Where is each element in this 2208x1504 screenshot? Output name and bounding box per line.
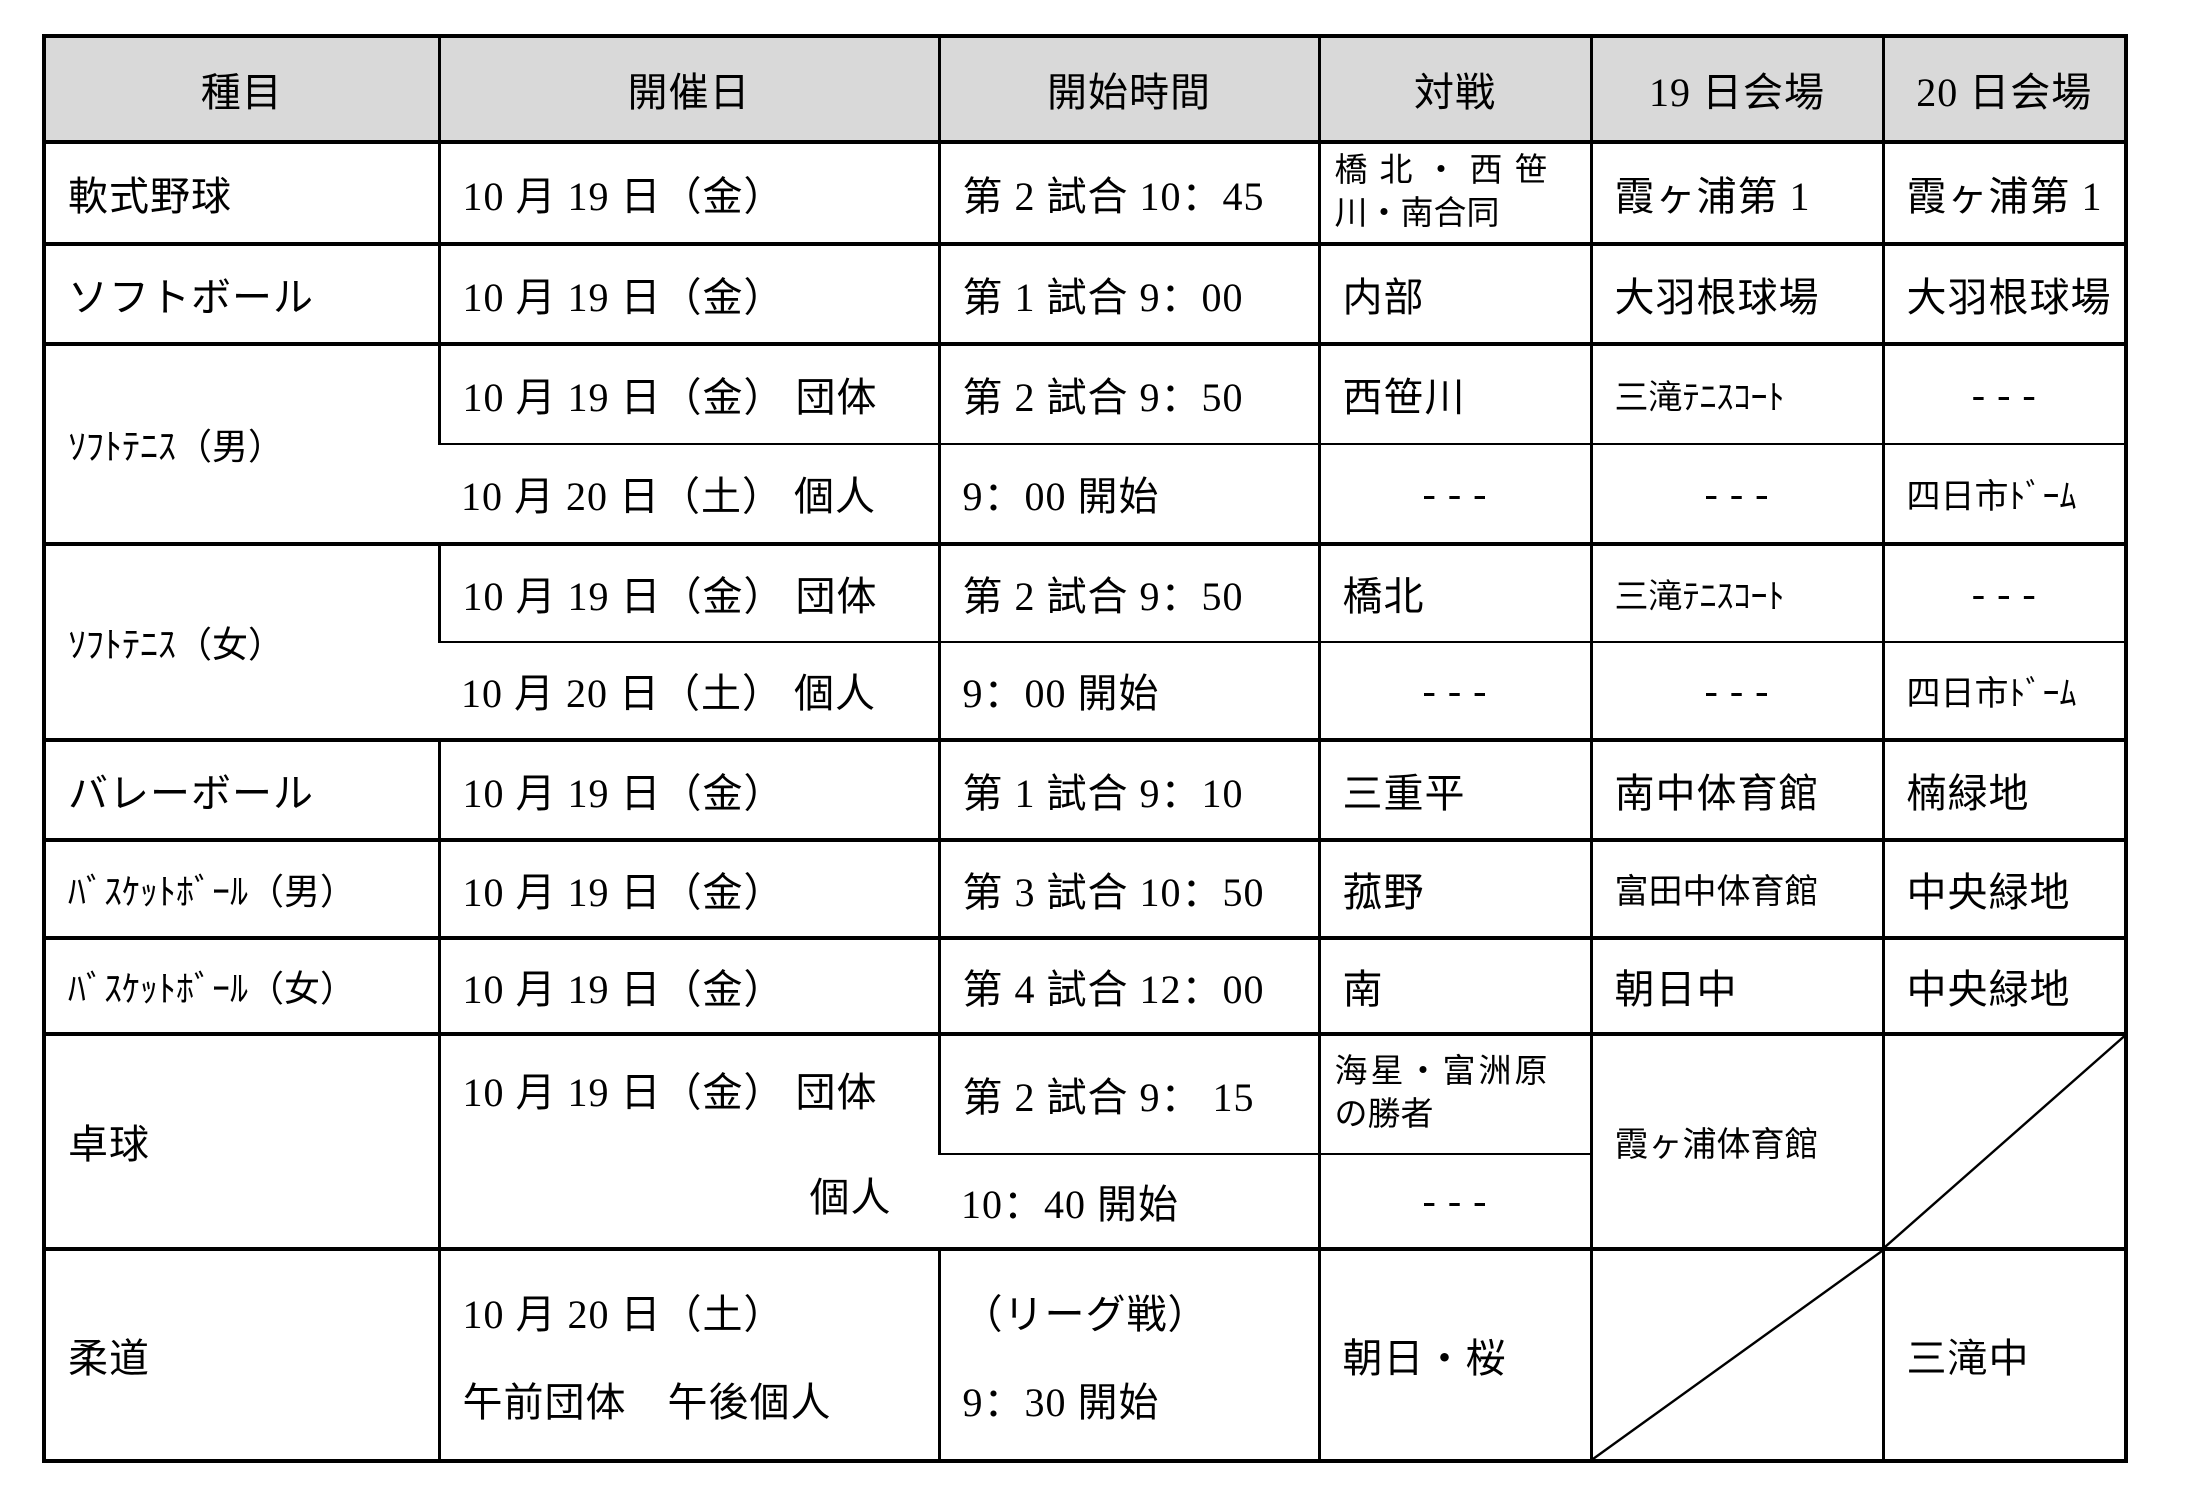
row-judo: 柔道 10 月 20 日（土） 午前団体 午後個人 （リーグ戦） 9：30 開始… bbox=[44, 1246, 2126, 1461]
cell-volleyball-venue20: 楠緑地 bbox=[1881, 737, 2126, 840]
judo-time-line1: （リーグ戦） bbox=[962, 1291, 1209, 1337]
cell-table-tennis-venue20-crossed bbox=[1881, 1031, 2126, 1249]
cell-tennis-women-event: ｿﾌﾄﾃﾆｽ（女） bbox=[44, 541, 439, 740]
cell-judo-event: 柔道 bbox=[44, 1246, 439, 1461]
cell-volleyball-date: 10 月 19 日（金） bbox=[437, 737, 939, 840]
cell-volleyball-event: バレーボール bbox=[44, 737, 439, 840]
cell-softball-venue20: 大羽根球場 bbox=[1881, 241, 2126, 344]
cell-softball-opponent: 内部 bbox=[1317, 241, 1591, 344]
row-tennis-men-singles: 10 月 20 日（土） 個人 9：00 開始 - - - - - - 四日市ﾄ… bbox=[44, 442, 2126, 544]
cell-tennis-women-team-venue19: 三滝ﾃﾆｽｺｰﾄ bbox=[1589, 541, 1883, 642]
cell-basketball-women-venue19: 朝日中 bbox=[1589, 935, 1883, 1034]
cell-volleyball-opponent: 三重平 bbox=[1317, 737, 1591, 840]
row-basketball-women: ﾊﾞｽｹｯﾄﾎﾞｰﾙ（女） 10 月 19 日（金） 第 4 試合 12：00 … bbox=[44, 935, 2126, 1034]
row-basketball-men: ﾊﾞｽｹｯﾄﾎﾞｰﾙ（男） 10 月 19 日（金） 第 3 試合 10：50 … bbox=[44, 837, 2126, 938]
cell-table-tennis-team-time: 第 2 試合 9： 15 bbox=[937, 1031, 1319, 1154]
cell-basketball-men-opponent: 菰野 bbox=[1317, 837, 1591, 938]
row-tennis-women-team: ｿﾌﾄﾃﾆｽ（女） 10 月 19 日（金） 団体 第 2 試合 9：50 橋北… bbox=[44, 541, 2126, 740]
cell-volleyball-time: 第 1 試合 9：10 bbox=[937, 737, 1319, 840]
table-tennis-date-singles: 個人 bbox=[809, 1174, 892, 1220]
cell-basketball-men-venue19: 富田中体育館 bbox=[1589, 837, 1883, 938]
cell-table-tennis-date: 10 月 19 日（金） 団体 個人 bbox=[437, 1031, 939, 1249]
header-venue-20th: 20 日会場 bbox=[1881, 36, 2126, 142]
cell-tennis-men-team-time: 第 2 試合 9：50 bbox=[937, 341, 1319, 444]
row-softball: ソフトボール 10 月 19 日（金） 第 1 試合 9：00 内部 大羽根球場… bbox=[44, 241, 2126, 344]
cell-baseball-venue19: 霞ヶ浦第 1 bbox=[1589, 140, 1883, 244]
cell-baseball-event: 軟式野球 bbox=[44, 140, 439, 244]
cell-table-tennis-venue19: 霞ヶ浦体育館 bbox=[1589, 1031, 1883, 1249]
cell-basketball-men-venue20: 中央緑地 bbox=[1881, 837, 2126, 938]
cell-basketball-women-time: 第 4 試合 12：00 bbox=[937, 935, 1319, 1034]
cell-tennis-women-singles-venue19: - - - bbox=[1589, 640, 1883, 740]
cell-tennis-women-team-opponent: 橋北 bbox=[1317, 541, 1591, 642]
tournament-schedule-table: 種目 開催日 開始時間 対戦 19 日会場 20 日会場 軟式野球 10 月 1… bbox=[42, 34, 2128, 1463]
cell-tennis-men-team-date: 10 月 19 日（金） 団体 bbox=[437, 341, 939, 444]
cell-basketball-men-time: 第 3 試合 10：50 bbox=[937, 837, 1319, 938]
header-venue-19th: 19 日会場 bbox=[1589, 36, 1883, 142]
cell-baseball-venue20: 霞ヶ浦第 1 bbox=[1881, 140, 2126, 244]
row-volleyball: バレーボール 10 月 19 日（金） 第 1 試合 9：10 三重平 南中体育… bbox=[44, 737, 2126, 840]
cell-tennis-men-singles-venue19: - - - bbox=[1589, 442, 1883, 544]
cell-table-tennis-singles-time: 10：40 開始 bbox=[939, 1152, 1319, 1249]
cell-softball-venue19: 大羽根球場 bbox=[1589, 241, 1883, 344]
cell-softball-event: ソフトボール bbox=[44, 241, 439, 344]
judo-time-lines: （リーグ戦） 9：30 開始 bbox=[942, 1253, 1318, 1458]
row-table-tennis-team: 卓球 10 月 19 日（金） 団体 個人 第 2 試合 9： 15 海星・富洲… bbox=[44, 1031, 2126, 1249]
cell-basketball-women-venue20: 中央緑地 bbox=[1881, 935, 2126, 1034]
cell-basketball-women-opponent: 南 bbox=[1317, 935, 1591, 1034]
judo-date-line1: 10 月 20 日（土） bbox=[462, 1291, 785, 1337]
cell-tennis-women-team-time: 第 2 試合 9：50 bbox=[937, 541, 1319, 642]
cell-table-tennis-singles-opponent: - - - bbox=[1317, 1152, 1591, 1249]
cell-tennis-women-singles-venue20: 四日市ﾄﾞｰﾑ bbox=[1881, 640, 2126, 740]
cell-tennis-men-singles-venue20: 四日市ﾄﾞｰﾑ bbox=[1881, 442, 2126, 544]
cell-basketball-men-event: ﾊﾞｽｹｯﾄﾎﾞｰﾙ（男） bbox=[44, 837, 439, 938]
cell-basketball-women-date: 10 月 19 日（金） bbox=[437, 935, 939, 1034]
cell-judo-opponent: 朝日・桜 bbox=[1317, 1246, 1591, 1461]
cell-judo-date: 10 月 20 日（土） 午前団体 午後個人 bbox=[437, 1246, 939, 1461]
diagonal-slash-line bbox=[1593, 1251, 1882, 1459]
cell-judo-venue20: 三滝中 bbox=[1881, 1246, 2126, 1461]
cell-tennis-women-singles-opponent: - - - bbox=[1317, 640, 1591, 740]
cell-volleyball-venue19: 南中体育館 bbox=[1589, 737, 1883, 840]
cell-tennis-men-team-venue20: - - - bbox=[1881, 341, 2126, 444]
row-tennis-men-team: ｿﾌﾄﾃﾆｽ（男） 10 月 19 日（金） 団体 第 2 試合 9：50 西笹… bbox=[44, 341, 2126, 544]
header-start-time: 開始時間 bbox=[937, 36, 1319, 142]
cell-tennis-men-singles-opponent: - - - bbox=[1317, 442, 1591, 544]
cell-softball-date: 10 月 19 日（金） bbox=[437, 241, 939, 344]
cell-basketball-men-date: 10 月 19 日（金） bbox=[437, 837, 939, 938]
judo-time-line2: 9：30 開始 bbox=[962, 1379, 1160, 1425]
cell-tennis-men-singles-time: 9：00 開始 bbox=[937, 442, 1319, 544]
cell-tennis-men-team-opponent: 西笹川 bbox=[1317, 341, 1591, 444]
cell-judo-time: （リーグ戦） 9：30 開始 bbox=[937, 1246, 1319, 1461]
header-opponent: 対戦 bbox=[1317, 36, 1591, 142]
cell-judo-venue19-crossed bbox=[1589, 1246, 1883, 1461]
cell-tennis-women-team-venue20: - - - bbox=[1881, 541, 2126, 642]
cell-tennis-women-team-date: 10 月 19 日（金） 団体 bbox=[437, 541, 939, 642]
table-tennis-date-team: 10 月 19 日（金） 団体 bbox=[462, 1069, 878, 1115]
diagonal-slash-line bbox=[1885, 1036, 2125, 1247]
cell-basketball-women-event: ﾊﾞｽｹｯﾄﾎﾞｰﾙ（女） bbox=[44, 935, 439, 1034]
cell-tennis-women-singles-time: 9：00 開始 bbox=[937, 640, 1319, 740]
header-event: 種目 bbox=[44, 36, 439, 142]
cell-tennis-men-team-venue19: 三滝ﾃﾆｽｺｰﾄ bbox=[1589, 341, 1883, 444]
judo-date-line2: 午前団体 午後個人 bbox=[462, 1379, 832, 1425]
row-baseball: 軟式野球 10 月 19 日（金） 第 2 試合 10：45 橋北・西笹川・南合… bbox=[44, 140, 2126, 244]
cell-table-tennis-team-opponent: 海星・富洲原の勝者 bbox=[1317, 1031, 1591, 1154]
cell-tennis-women-singles-date: 10 月 20 日（土） 個人 bbox=[439, 640, 939, 740]
cell-tennis-men-event: ｿﾌﾄﾃﾆｽ（男） bbox=[44, 341, 439, 544]
cell-baseball-date: 10 月 19 日（金） bbox=[437, 140, 939, 244]
judo-date-lines: 10 月 20 日（土） 午前団体 午後個人 bbox=[442, 1253, 938, 1458]
cell-baseball-time: 第 2 試合 10：45 bbox=[937, 140, 1319, 244]
row-tennis-women-singles: 10 月 20 日（土） 個人 9：00 開始 - - - - - - 四日市ﾄ… bbox=[44, 640, 2126, 740]
row-table-tennis-singles: 10：40 開始 - - - bbox=[44, 1152, 2126, 1249]
cell-baseball-opponent: 橋北・西笹川・南合同 bbox=[1317, 140, 1591, 244]
cell-tennis-men-singles-date: 10 月 20 日（土） 個人 bbox=[439, 442, 939, 544]
header-row: 種目 開催日 開始時間 対戦 19 日会場 20 日会場 bbox=[44, 36, 2126, 142]
cell-softball-time: 第 1 試合 9：00 bbox=[937, 241, 1319, 344]
table-tennis-date-lines: 10 月 19 日（金） 団体 個人 bbox=[442, 1038, 938, 1247]
header-date: 開催日 bbox=[437, 36, 939, 142]
cell-table-tennis-event: 卓球 bbox=[44, 1031, 439, 1249]
